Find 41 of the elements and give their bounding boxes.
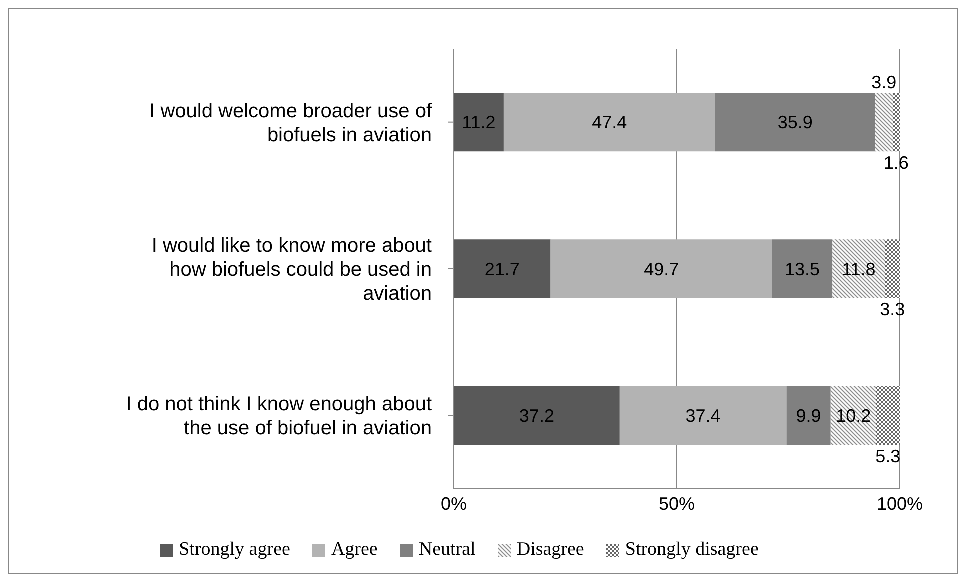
bar — [454, 386, 620, 445]
data-label: 10.2 — [836, 406, 872, 426]
data-label: 5.3 — [876, 446, 901, 466]
bar — [832, 240, 886, 298]
bar — [786, 386, 831, 445]
data-label: 11.8 — [842, 259, 876, 280]
bar — [830, 386, 876, 445]
data-label: 13.5 — [785, 259, 820, 280]
x-tick-label: 50% — [658, 494, 696, 514]
bar — [885, 240, 900, 298]
y-tick-label: I would welcome broader use of biofuels in aviation — [150, 100, 432, 146]
legend-label: Strongly agree — [178, 539, 290, 561]
data-label: 49.7 — [644, 259, 680, 280]
data-label: 35.9 — [778, 112, 813, 133]
bar — [875, 93, 893, 152]
bar — [454, 240, 551, 298]
data-label: 37.4 — [686, 406, 721, 426]
data-label: 3.3 — [880, 300, 906, 320]
bar — [504, 93, 716, 152]
legend-label: Strongly disagree — [624, 539, 759, 561]
data-label: 3.9 — [872, 72, 897, 92]
data-label: 37.2 — [519, 406, 554, 426]
y-tick-label: I do not think I know enough about the use of biofuel in aviation — [126, 394, 432, 440]
legend-label: Disagree — [516, 539, 584, 561]
y-tick-label: I would like to know more about how biofuels could be used in aviation — [152, 235, 432, 305]
legend-label: Neutral — [418, 539, 476, 561]
data-label: 9.9 — [796, 406, 822, 426]
data-label: 11.2 — [462, 112, 496, 133]
data-label: 47.4 — [592, 112, 628, 133]
bar — [892, 93, 900, 152]
data-label: 21.7 — [484, 259, 520, 280]
bar — [715, 93, 876, 152]
bar — [772, 240, 833, 298]
x-tick-label: 0% — [440, 494, 468, 514]
bar — [876, 386, 900, 445]
x-tick-label: 100% — [876, 494, 924, 514]
legend-label: Agree — [330, 539, 378, 561]
bar — [550, 240, 772, 298]
data-label: 1.6 — [884, 152, 909, 173]
bar — [454, 93, 504, 152]
bar — [620, 386, 787, 445]
